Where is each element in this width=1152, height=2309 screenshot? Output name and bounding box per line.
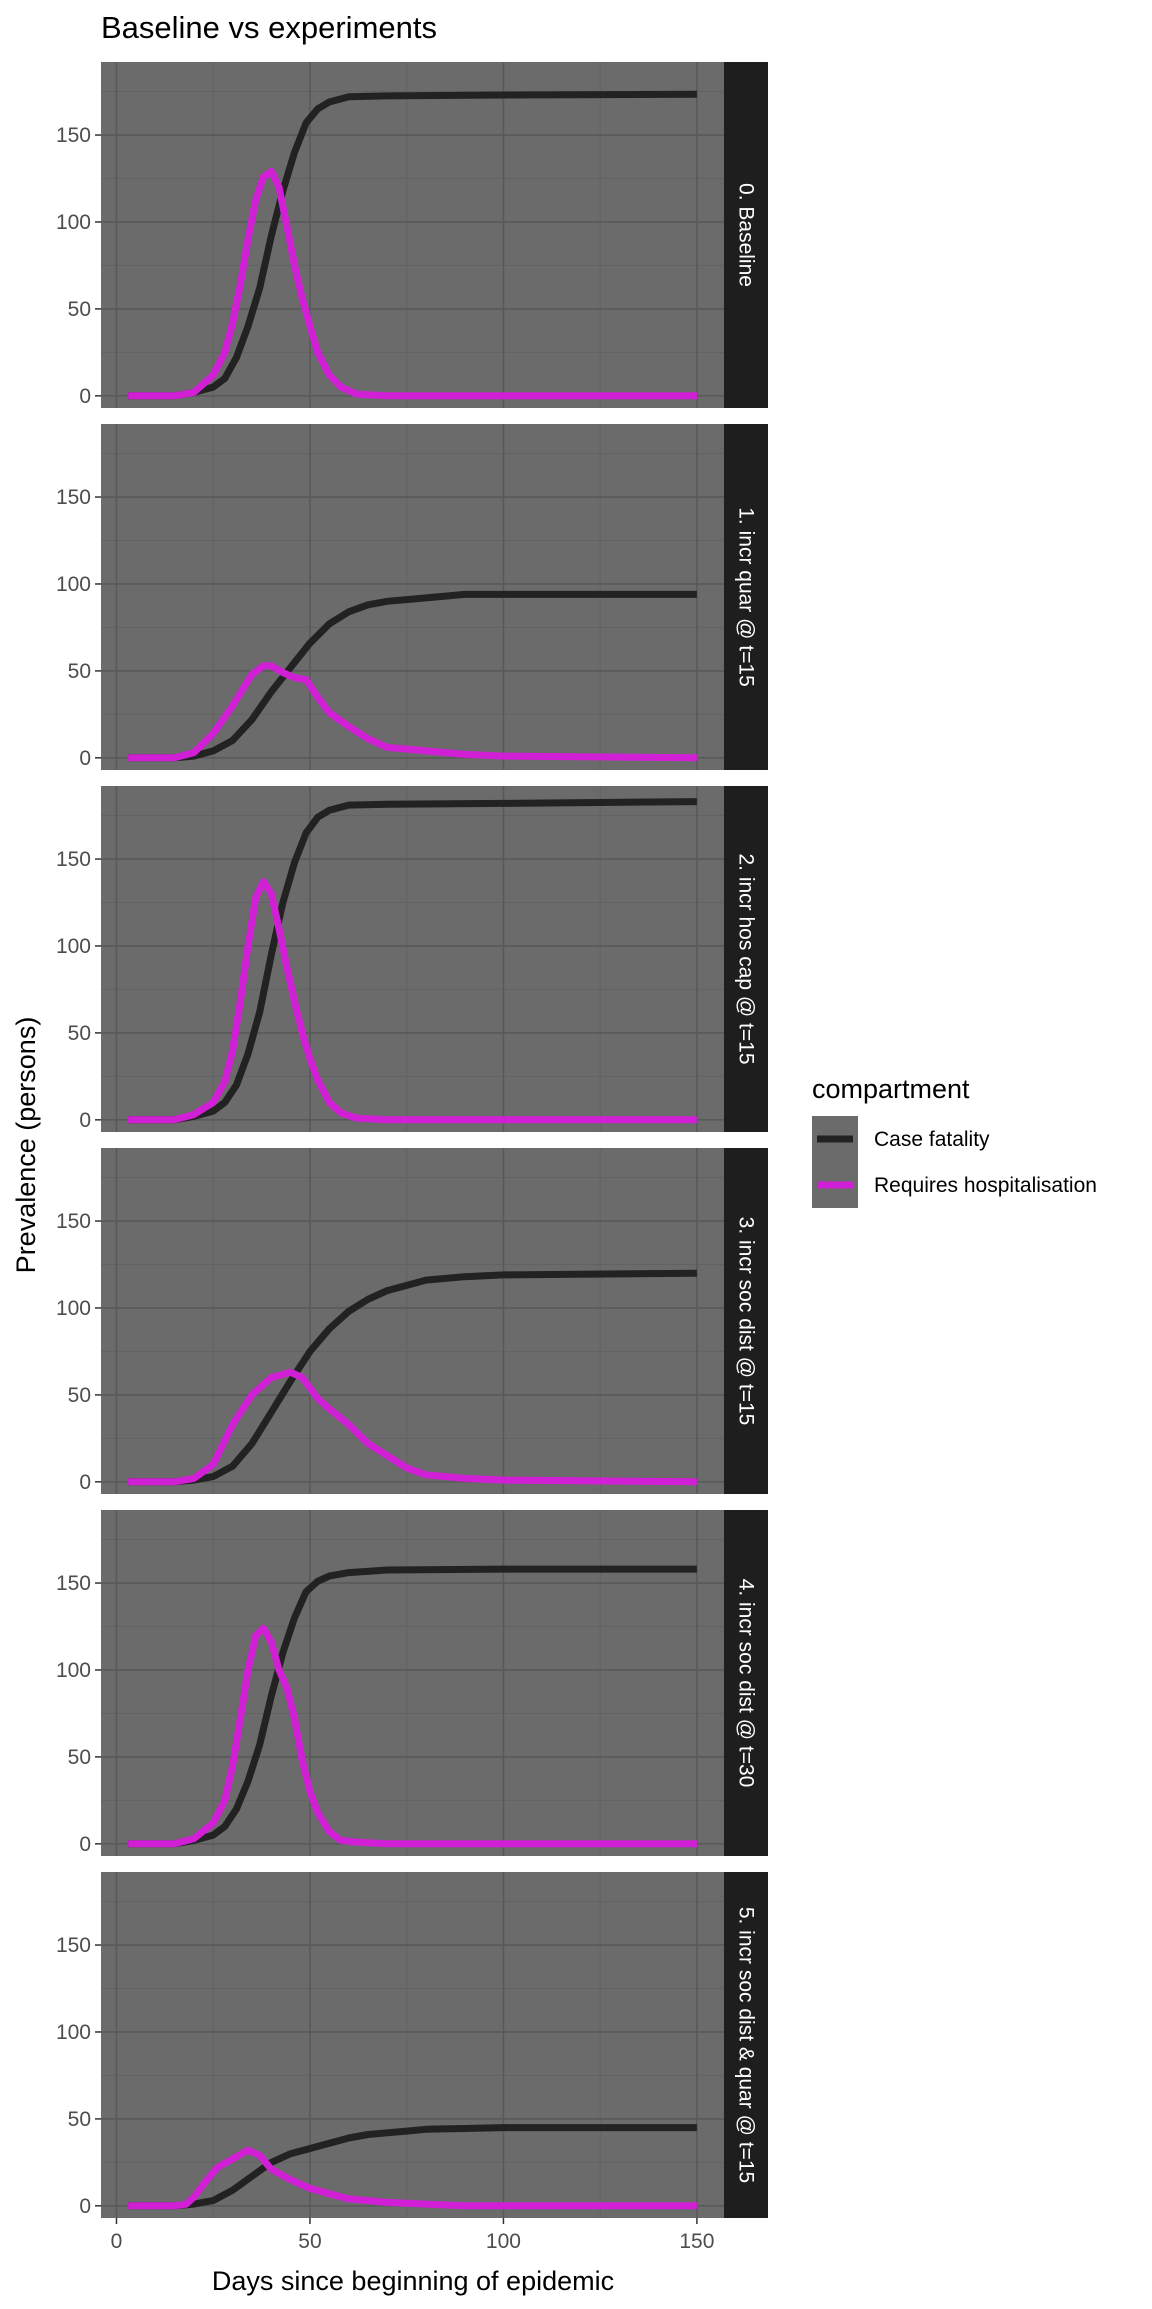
- legend: Case fatality Requires hospitalisation: [812, 1116, 1097, 1208]
- y-tick-label: 0: [79, 1109, 91, 1132]
- x-axis: 0 50 100 150: [111, 2218, 714, 2253]
- panel-background: [101, 62, 724, 408]
- panel-background: [101, 1148, 724, 1494]
- facet-strip: [724, 786, 768, 1132]
- requires-hospitalisation-line: [128, 662, 697, 762]
- facet-strip-label: 3. incr soc dist @ t=15: [735, 1217, 758, 1426]
- y-axis-label: Prevalence (persons): [11, 1017, 41, 1274]
- y-tick-label: 0: [79, 1833, 91, 1856]
- requires-hospitalisation-line: [128, 1624, 697, 1848]
- panel-background: [101, 786, 724, 1132]
- y-tick-label: 100: [56, 1659, 91, 1682]
- panels: 0 50 100 150 0. Baseline 0 50 100 150 1. incr qua…: [56, 62, 768, 2253]
- y-tick-label: 100: [56, 211, 91, 234]
- facet-strip-label: 2. incr hos cap @ t=15: [735, 853, 758, 1064]
- y-tick-label: 100: [56, 573, 91, 596]
- case-fatality-line: [128, 2124, 697, 2210]
- y-tick-label: 150: [56, 486, 91, 509]
- chart-title: Baseline vs experiments: [101, 10, 437, 45]
- y-tick-label: 50: [68, 1384, 91, 1407]
- y-tick-label: 150: [56, 1572, 91, 1595]
- y-tick-label: 0: [79, 2195, 91, 2218]
- y-tick-label: 50: [68, 1746, 91, 1769]
- facet-strip: [724, 1148, 768, 1494]
- x-tick-label: 100: [486, 2230, 521, 2253]
- y-tick-label: 150: [56, 848, 91, 871]
- facet-strip: [724, 424, 768, 770]
- requires-hospitalisation-line: [128, 168, 697, 400]
- facet-panel: 0 50 100 150 5. incr soc dist & quar @ t=15: [56, 1872, 768, 2218]
- facet-strip-label: 0. Baseline: [735, 183, 758, 287]
- y-tick-label: 100: [56, 1297, 91, 1320]
- y-tick-label: 150: [56, 1934, 91, 1957]
- legend-title: compartment: [812, 1074, 970, 1104]
- facet-panel: 0 50 100 150 2. incr hos cap @ t=15: [56, 786, 768, 1132]
- x-tick-label: 50: [298, 2230, 321, 2253]
- y-tick-label: 150: [56, 1210, 91, 1233]
- y-tick-label: 0: [79, 1471, 91, 1494]
- legend-label: Case fatality: [874, 1128, 990, 1151]
- facet-panel: 0 50 100 150 1. incr quar @ t=15: [56, 424, 768, 770]
- legend-label: Requires hospitalisation: [874, 1174, 1097, 1197]
- case-fatality-line: [128, 90, 697, 400]
- panel-background: [101, 1510, 724, 1856]
- requires-hospitalisation-line: [128, 1368, 697, 1486]
- facet-strip-label: 4. incr soc dist @ t=30: [735, 1579, 758, 1788]
- facet-strip-label: 5. incr soc dist & quar @ t=15: [735, 1907, 758, 2183]
- y-tick-label: 100: [56, 935, 91, 958]
- facet-strip: [724, 62, 768, 408]
- x-tick-label: 150: [679, 2230, 714, 2253]
- facet-panel: 0 50 100 150 0. Baseline: [56, 62, 768, 408]
- y-tick-label: 50: [68, 2108, 91, 2131]
- panel-background: [101, 1872, 724, 2218]
- facet-strip: [724, 1510, 768, 1856]
- y-tick-label: 0: [79, 747, 91, 770]
- y-tick-label: 50: [68, 298, 91, 321]
- facet-panel: 0 50 100 150 3. incr soc dist @ t=15: [56, 1148, 768, 1494]
- requires-hospitalisation-line: [128, 878, 697, 1124]
- y-tick-label: 150: [56, 124, 91, 147]
- x-tick-label: 0: [111, 2230, 123, 2253]
- x-axis-label: Days since beginning of epidemic: [212, 2266, 614, 2296]
- facet-strip-label: 1. incr quar @ t=15: [735, 507, 758, 687]
- case-fatality-line: [128, 590, 697, 762]
- case-fatality-line: [128, 1269, 697, 1486]
- facet-strip: [724, 1872, 768, 2218]
- y-tick-label: 100: [56, 2021, 91, 2044]
- y-tick-label: 0: [79, 385, 91, 408]
- y-tick-label: 50: [68, 660, 91, 683]
- y-tick-label: 50: [68, 1022, 91, 1045]
- requires-hospitalisation-line: [128, 2146, 697, 2210]
- facet-panel: 0 50 100 150 4. incr soc dist @ t=30: [56, 1510, 768, 1856]
